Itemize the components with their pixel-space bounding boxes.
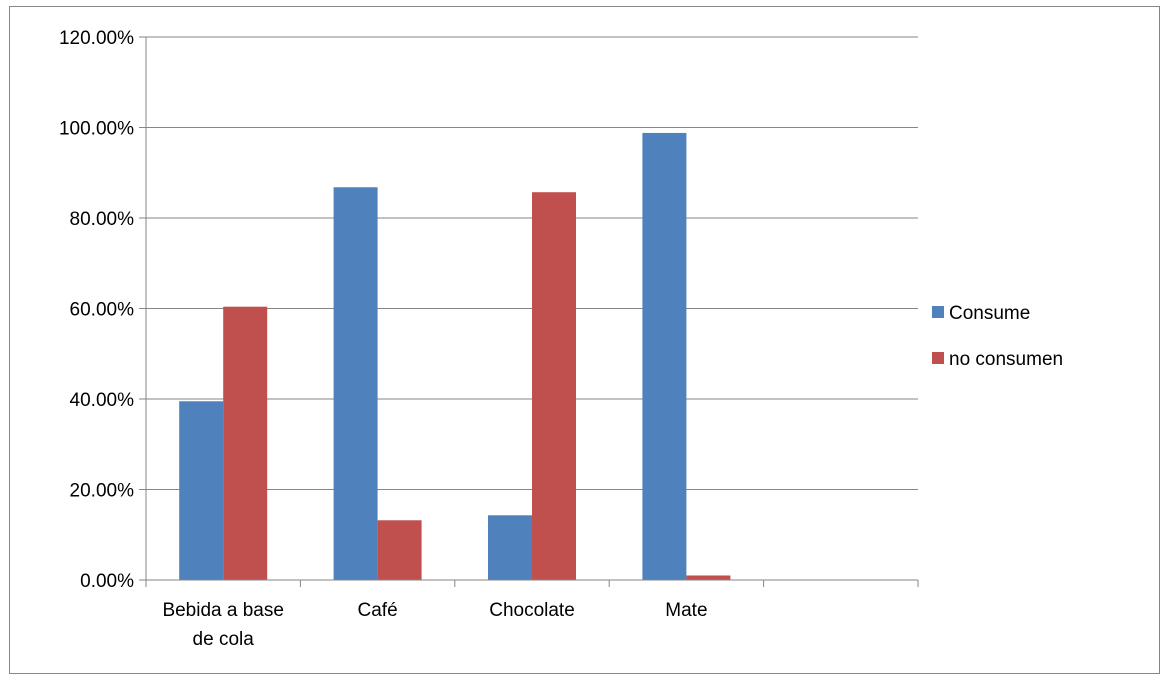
gridlines — [146, 36, 918, 490]
x-category-label: Mate — [665, 600, 707, 621]
x-category-label: Café — [358, 600, 398, 621]
y-tick-label: 120.00% — [59, 28, 134, 49]
x-axis-category-labels: Bebida a base de cola Café Chocolate Mate — [162, 600, 707, 650]
bar-no-consumen — [532, 192, 576, 580]
axes — [145, 37, 919, 587]
legend: Consume no consumen — [932, 303, 1063, 370]
bar-no-consumen — [686, 575, 731, 580]
bar-consume — [642, 132, 687, 580]
legend-swatch — [932, 352, 944, 364]
y-tick-label: 40.00% — [70, 390, 135, 411]
legend-label: no consumen — [949, 349, 1063, 370]
bars — [179, 132, 731, 581]
y-axis-tick-labels: 0.00% 20.00% 40.00% 60.00% 80.00% 100.00% 120.… — [59, 28, 146, 592]
bar-no-consumen — [223, 306, 268, 580]
y-tick-label: 100.00% — [59, 119, 134, 140]
bar-no-consumen — [377, 520, 422, 580]
bar-consume — [333, 187, 378, 581]
bar-consume — [488, 515, 532, 580]
y-tick-label: 20.00% — [70, 481, 135, 502]
bar-consume — [179, 401, 224, 580]
y-tick-label: 0.00% — [80, 571, 134, 592]
legend-label: Consume — [949, 303, 1030, 324]
y-tick-label: 60.00% — [70, 300, 135, 321]
x-category-label: Chocolate — [489, 600, 575, 621]
x-category-label: Bebida a base de cola — [162, 600, 284, 650]
y-tick-label: 80.00% — [70, 209, 135, 230]
legend-swatch — [932, 306, 944, 318]
